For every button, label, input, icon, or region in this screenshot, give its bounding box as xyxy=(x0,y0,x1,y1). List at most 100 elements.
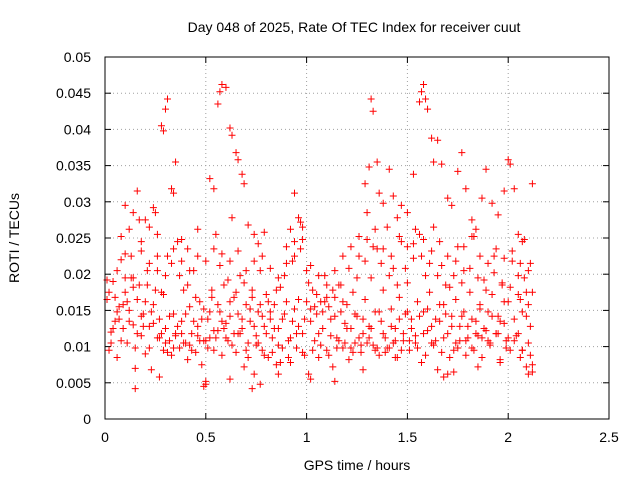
data-point xyxy=(383,344,391,352)
data-point xyxy=(460,243,468,251)
data-point xyxy=(260,228,268,236)
data-point xyxy=(161,272,169,280)
data-point xyxy=(262,330,270,338)
data-point xyxy=(345,356,353,364)
data-point xyxy=(357,341,365,349)
data-point xyxy=(166,337,174,345)
data-point xyxy=(387,305,395,313)
data-point xyxy=(184,245,192,253)
data-point xyxy=(522,288,530,296)
data-point xyxy=(111,293,119,301)
data-point xyxy=(452,339,460,347)
data-point xyxy=(309,346,317,354)
data-point xyxy=(274,370,282,378)
plot-frame xyxy=(104,56,610,420)
data-point xyxy=(161,325,169,332)
data-point xyxy=(369,341,377,349)
data-point xyxy=(137,247,145,255)
data-point xyxy=(337,281,345,289)
data-point xyxy=(161,105,169,113)
data-point xyxy=(210,327,218,335)
data-point xyxy=(228,214,236,222)
data-point xyxy=(260,351,268,359)
data-point xyxy=(170,344,178,352)
data-point xyxy=(373,245,381,253)
y-tick-label: 0.05 xyxy=(64,49,91,65)
data-point xyxy=(500,319,508,327)
data-point xyxy=(240,279,248,287)
data-point xyxy=(307,262,315,270)
data-point xyxy=(490,269,498,277)
data-point xyxy=(415,98,423,106)
data-point xyxy=(125,306,133,314)
data-point xyxy=(440,373,448,381)
data-point xyxy=(438,348,446,356)
data-point xyxy=(256,301,264,309)
data-point xyxy=(399,337,407,345)
data-point xyxy=(202,257,210,265)
data-point xyxy=(428,134,436,142)
data-point xyxy=(186,267,194,275)
data-point xyxy=(349,288,357,296)
data-point xyxy=(385,165,393,173)
data-point xyxy=(210,185,218,193)
data-point xyxy=(395,315,403,323)
y-tick-label: 0.015 xyxy=(56,302,91,318)
data-point xyxy=(174,322,182,330)
data-point xyxy=(478,353,486,361)
data-point xyxy=(454,243,462,251)
data-point xyxy=(436,317,444,325)
data-point xyxy=(456,337,464,345)
data-point xyxy=(397,201,405,209)
data-point xyxy=(403,209,411,217)
data-point xyxy=(456,322,464,330)
data-point xyxy=(482,286,490,294)
data-point xyxy=(226,298,234,306)
data-point xyxy=(359,366,367,374)
data-point xyxy=(510,185,518,193)
data-point xyxy=(472,330,480,338)
data-point xyxy=(377,259,385,267)
data-point xyxy=(343,325,351,332)
data-point xyxy=(109,277,117,285)
data-point xyxy=(153,267,161,275)
data-point xyxy=(145,259,153,267)
data-point xyxy=(113,267,121,275)
data-point xyxy=(490,252,498,260)
data-point xyxy=(107,339,115,347)
data-point xyxy=(258,252,266,260)
data-point xyxy=(331,293,339,301)
data-point xyxy=(139,322,147,330)
data-point xyxy=(367,325,375,332)
data-point xyxy=(153,230,161,238)
data-point xyxy=(407,315,415,323)
data-point xyxy=(440,301,448,309)
data-point xyxy=(291,189,299,197)
data-point xyxy=(323,346,331,354)
data-point xyxy=(339,298,347,306)
data-point xyxy=(278,315,286,323)
data-point xyxy=(288,257,296,265)
data-point xyxy=(367,274,375,282)
data-point xyxy=(462,337,470,345)
data-point xyxy=(506,160,514,168)
data-point xyxy=(286,225,294,233)
data-point xyxy=(381,334,389,342)
data-point xyxy=(178,317,186,325)
data-point xyxy=(524,267,532,275)
data-point xyxy=(393,281,401,289)
data-point xyxy=(528,368,536,376)
data-point xyxy=(206,334,214,342)
data-point xyxy=(484,308,492,316)
data-point xyxy=(323,281,331,289)
data-point xyxy=(210,346,218,354)
data-point xyxy=(246,305,254,313)
data-point xyxy=(286,359,294,367)
data-point xyxy=(430,341,438,349)
chart-title: Day 048 of 2025, Rate Of TEC Index for r… xyxy=(188,19,521,35)
data-point xyxy=(413,344,421,352)
data-point xyxy=(339,344,347,352)
data-point xyxy=(305,279,313,287)
data-point xyxy=(178,257,186,265)
data-point xyxy=(168,351,176,359)
